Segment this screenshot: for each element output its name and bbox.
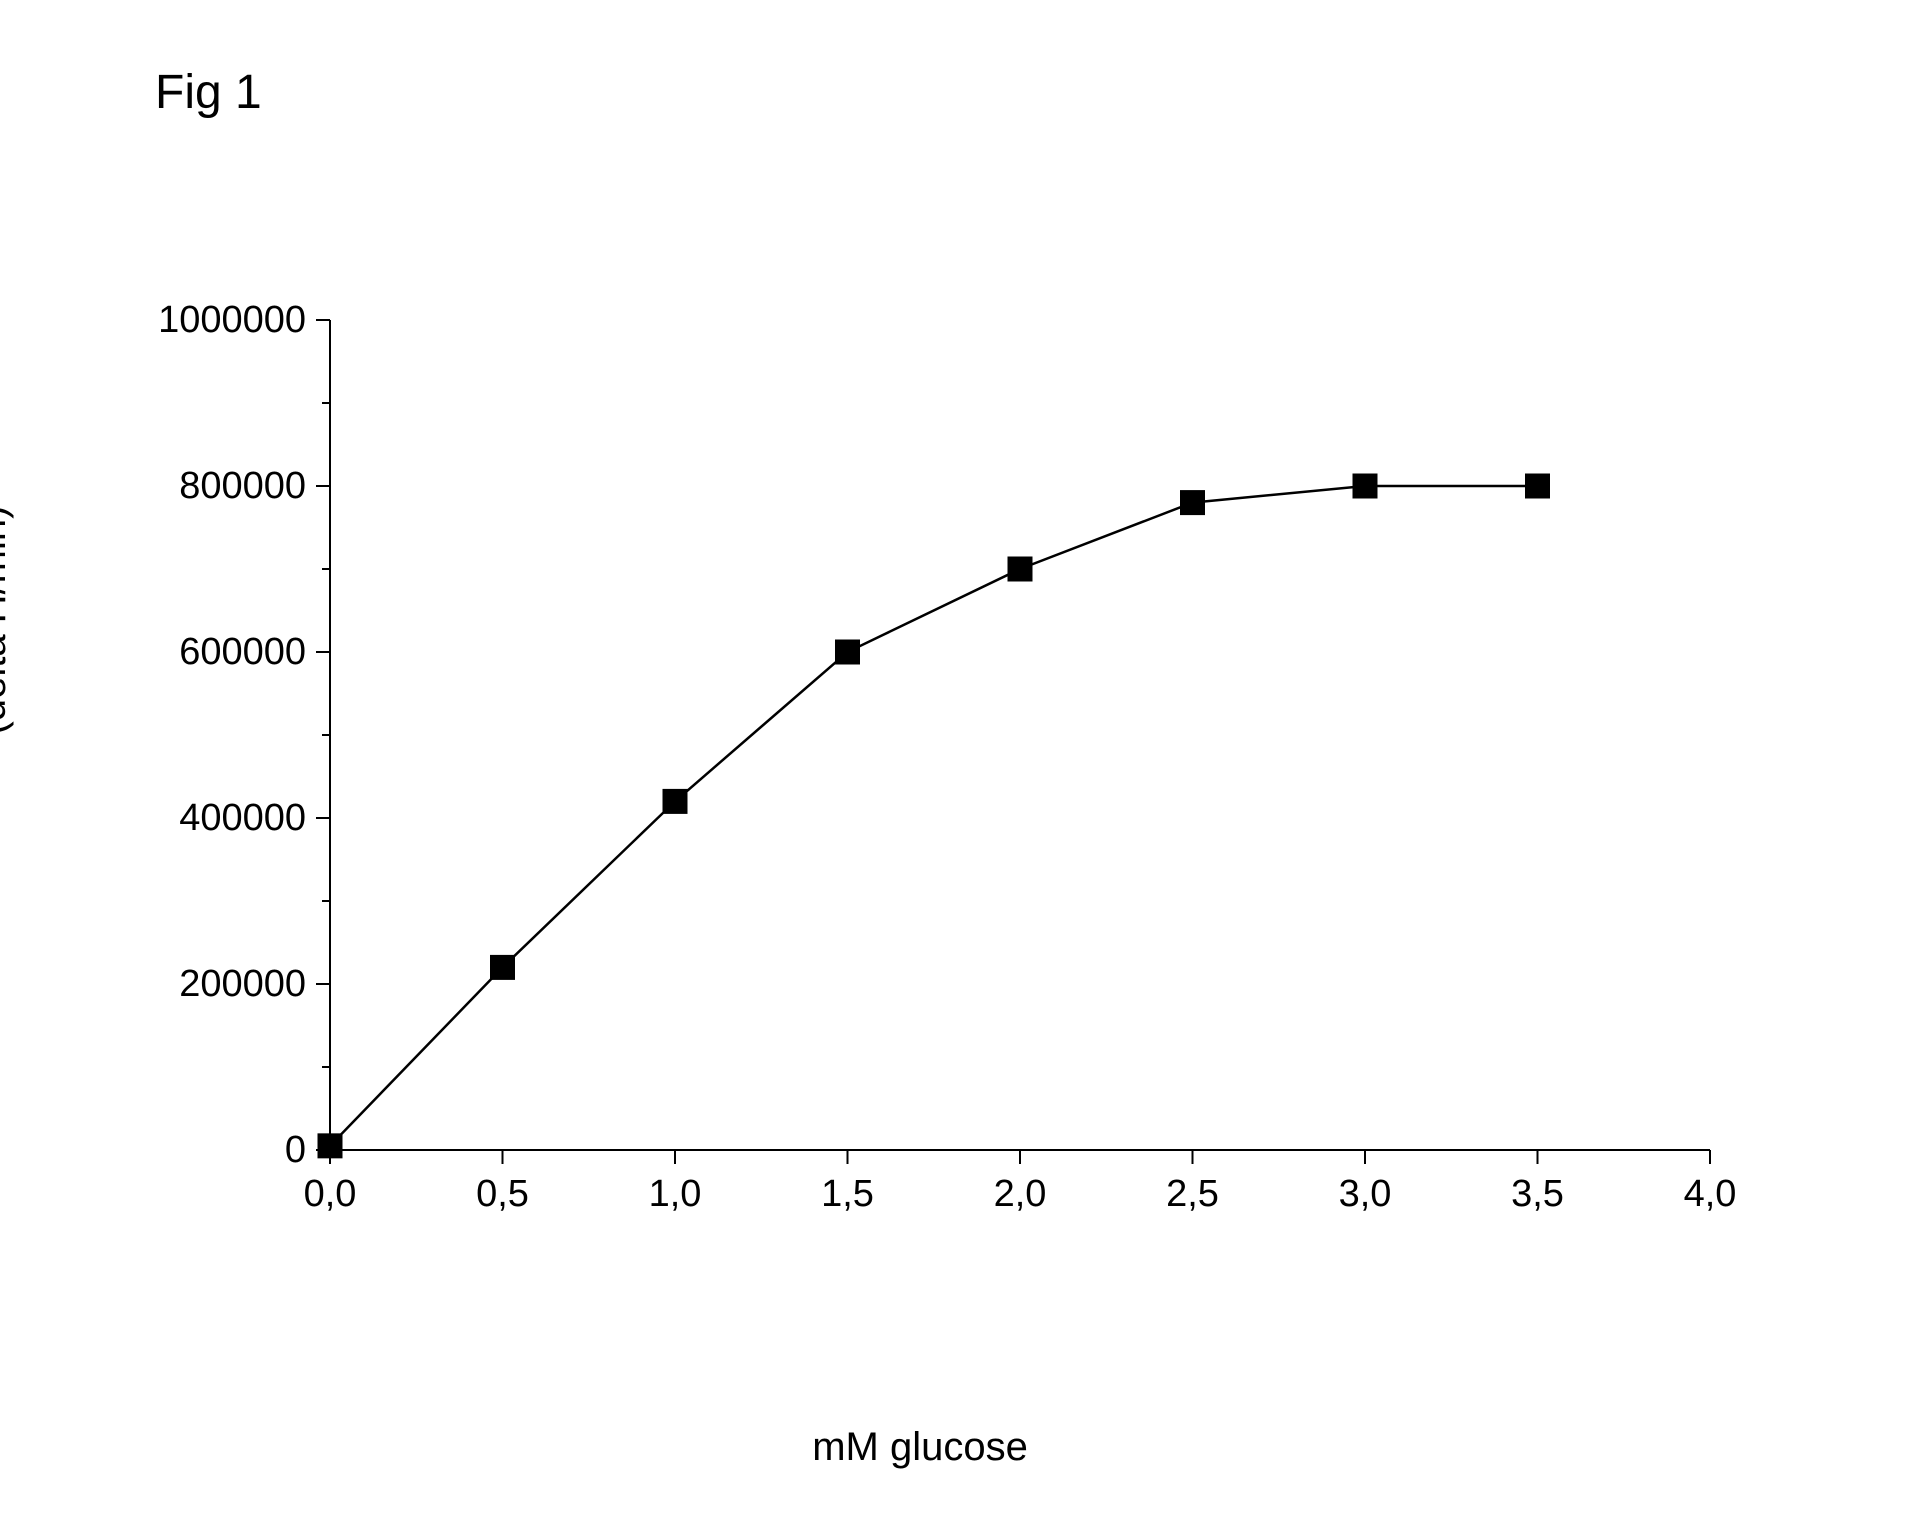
data-marker — [663, 789, 687, 813]
x-axis-label: mM glucose — [720, 1425, 1120, 1470]
x-tick-label: 0,5 — [476, 1173, 529, 1215]
x-tick-label: 3,5 — [1511, 1173, 1564, 1215]
figure-label: Fig 1 — [155, 65, 262, 120]
x-tick-label: 1,0 — [649, 1173, 702, 1215]
page: Fig 1 Glucose oxidase activity (delta H/… — [0, 0, 1907, 1525]
chart-svg: 0 200000 400000 600000 800000 1000000 0,0 0,5 1,… — [120, 300, 1740, 1280]
y-tick-label: 0 — [285, 1129, 306, 1171]
x-tick-label: 2,5 — [1166, 1173, 1219, 1215]
data-marker — [1181, 491, 1205, 515]
data-marker — [836, 640, 860, 664]
chart-container: Glucose oxidase activity (delta H/min) 0… — [120, 300, 1740, 1350]
y-tick-label: 200000 — [179, 963, 306, 1005]
data-marker — [318, 1134, 342, 1158]
data-marker — [1008, 557, 1032, 581]
data-marker — [1526, 474, 1550, 498]
y-tick-label: 600000 — [179, 631, 306, 673]
y-tick-label: 400000 — [179, 797, 306, 839]
x-tick-label: 1,5 — [821, 1173, 874, 1215]
x-tick-label: 0,0 — [304, 1173, 357, 1215]
y-axis-label: Glucose oxidase activity (delta H/min) — [0, 410, 16, 830]
y-tick-label: 1000000 — [158, 300, 306, 341]
data-marker — [491, 955, 515, 979]
series-line — [330, 486, 1538, 1146]
y-tick-label: 800000 — [179, 465, 306, 507]
data-marker — [1353, 474, 1377, 498]
x-tick-label: 3,0 — [1339, 1173, 1392, 1215]
x-tick-label: 4,0 — [1684, 1173, 1737, 1215]
x-tick-label: 2,0 — [994, 1173, 1047, 1215]
